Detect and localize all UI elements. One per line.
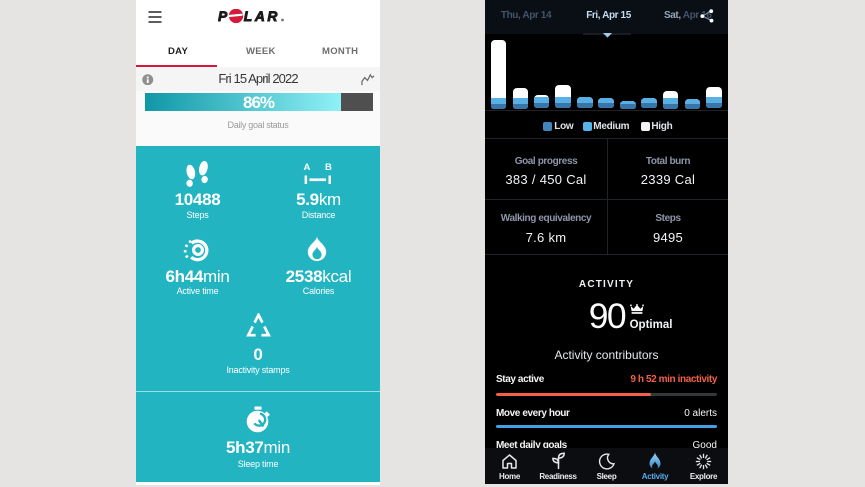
svg-text:LAR: LAR	[244, 9, 280, 24]
svg-text:B: B	[325, 162, 332, 173]
svg-text:A: A	[304, 162, 311, 173]
svg-text:P: P	[218, 9, 228, 24]
